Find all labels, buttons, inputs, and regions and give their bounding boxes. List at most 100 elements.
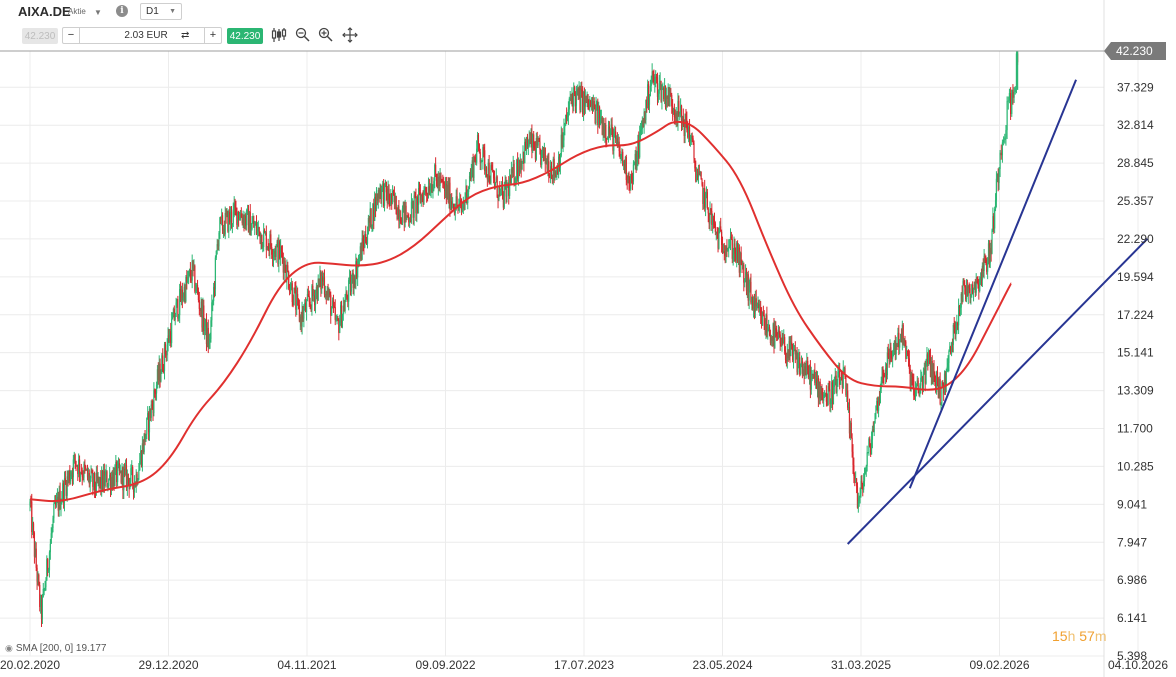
info-icon[interactable]: i	[116, 5, 128, 17]
candle-body	[41, 596, 43, 620]
candle-body	[449, 182, 451, 210]
symbol-name[interactable]: AIXA.DE	[18, 4, 71, 19]
candle-body	[172, 308, 175, 318]
candle-body	[47, 559, 49, 571]
candle-body	[193, 265, 195, 269]
candle-body	[130, 468, 132, 482]
candle-body	[927, 354, 929, 364]
candle-body	[173, 308, 175, 321]
candle-body	[763, 315, 765, 326]
candle-body	[656, 77, 659, 97]
countdown-minutes-unit: m	[1094, 628, 1107, 644]
candle-body	[942, 382, 944, 385]
candle-body	[791, 342, 793, 346]
candle-body	[316, 286, 318, 301]
candle-body	[978, 285, 980, 292]
timeframe-select[interactable]: D1 ▼	[140, 3, 182, 20]
candle-body	[944, 373, 947, 387]
quantity-plus-button[interactable]: +	[204, 28, 221, 43]
candle-body	[897, 332, 899, 347]
symbol-dropdown-icon[interactable]: ▼	[94, 8, 102, 17]
candle-body	[270, 234, 272, 247]
zoom-in-icon[interactable]	[318, 27, 333, 42]
quantity-value[interactable]: 2.03 EUR	[124, 30, 168, 41]
trendlines-layer[interactable]	[846, 79, 1149, 545]
candle-body	[376, 193, 378, 201]
candle-body	[1001, 142, 1004, 156]
candle-body	[554, 171, 556, 176]
candle-body	[870, 439, 873, 455]
buy-button[interactable]: 42.230	[227, 28, 263, 44]
candle-body	[442, 181, 444, 183]
candle-body	[979, 278, 981, 292]
candle-body	[332, 300, 335, 306]
price-axis[interactable]: 37.329 32.814 28.845 25.357 22.290 19.594 17.2…	[1117, 80, 1154, 663]
candle-body	[243, 216, 245, 227]
candle-body	[505, 180, 507, 197]
candle-body	[950, 342, 953, 354]
candle-body	[568, 98, 570, 110]
candle-body	[674, 116, 676, 119]
quantity-minus-button[interactable]: −	[63, 28, 80, 43]
sell-button[interactable]: 42.230	[22, 28, 58, 44]
candle-body	[70, 472, 73, 477]
candle-body	[425, 187, 427, 193]
candle-body	[545, 161, 547, 164]
quantity-stepper[interactable]: − 2.03 EUR ⇄ +	[62, 27, 222, 44]
candle-body	[305, 302, 307, 312]
candle-body	[192, 260, 194, 269]
candle-body	[159, 363, 161, 382]
candle-body	[818, 381, 820, 399]
candle-body	[582, 90, 584, 115]
candle-body	[303, 309, 305, 319]
candle-body	[890, 347, 892, 359]
sma-legend[interactable]: ◉ SMA [200, 0] 19.177	[5, 643, 106, 654]
candle-body	[600, 117, 602, 119]
candle-body	[236, 207, 238, 225]
candle-body	[847, 390, 849, 408]
candle-body	[439, 175, 441, 187]
candle-body	[635, 153, 637, 170]
candle-body	[184, 286, 186, 302]
candle-body	[314, 295, 316, 306]
candle-body	[106, 471, 108, 488]
time-axis[interactable]: 20.02.2020 29.12.2020 04.11.2021 09.09.2022…	[0, 658, 1168, 672]
candle-body	[194, 265, 196, 292]
candle-body	[54, 500, 56, 504]
candle-body	[101, 470, 104, 491]
candle-body	[292, 302, 294, 306]
candle-body	[38, 574, 40, 585]
zoom-out-icon[interactable]	[295, 27, 310, 42]
candle-body	[643, 111, 645, 127]
candle-body	[101, 470, 103, 489]
candle-body	[645, 99, 647, 121]
candle-body	[472, 160, 474, 178]
candle-body	[475, 160, 477, 163]
candle-body	[928, 350, 931, 357]
eye-icon[interactable]: ◉	[5, 643, 13, 653]
candle-body	[728, 246, 730, 249]
candle-body	[262, 247, 264, 249]
candle-body	[720, 226, 722, 232]
candle-body	[725, 247, 727, 256]
candle-body	[788, 341, 790, 359]
candle-body	[574, 94, 577, 106]
candle-body	[715, 231, 717, 233]
candle-body	[92, 473, 94, 487]
candle-body	[239, 213, 242, 220]
swap-units-icon[interactable]: ⇄	[181, 30, 190, 41]
candle-body	[108, 478, 110, 487]
candle-body	[32, 523, 35, 534]
candles-icon[interactable]	[271, 27, 287, 43]
candle-body	[190, 277, 192, 281]
candle-body	[122, 467, 124, 491]
candle-body	[421, 195, 423, 197]
candle-body	[749, 281, 751, 284]
candle-body	[984, 255, 986, 260]
candle-body	[255, 222, 258, 234]
candle-body	[973, 281, 976, 289]
candle-body	[269, 234, 271, 251]
candle-body	[627, 173, 629, 183]
crosshair-move-icon[interactable]	[342, 27, 358, 43]
